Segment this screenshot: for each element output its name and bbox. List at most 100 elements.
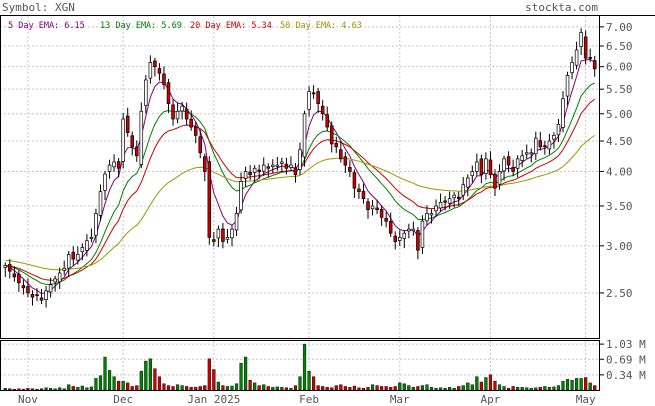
candle-body <box>420 220 425 248</box>
candle-body <box>407 228 411 232</box>
volume-bar <box>21 388 26 391</box>
candle-body <box>579 32 583 47</box>
candle-body <box>416 230 420 251</box>
candle-body <box>488 159 493 176</box>
volume-panel-frame <box>0 340 600 391</box>
volume-bar <box>543 386 547 391</box>
candle-body <box>121 118 125 162</box>
candle-body <box>261 164 266 172</box>
volume-bar <box>565 379 570 391</box>
date-tick-label: Feb <box>299 393 319 406</box>
price-tick-label: 7.00 <box>606 21 633 34</box>
volume-bar <box>243 356 248 391</box>
volume-bar <box>148 358 152 391</box>
candle-body <box>583 36 588 59</box>
volume-bar <box>366 387 370 391</box>
candle-body <box>425 213 429 222</box>
volume-axis: 1.03 M 0.69 M 0.34 M <box>600 338 646 382</box>
candle-body <box>198 136 202 154</box>
candle-body <box>44 290 48 300</box>
volume-bar <box>85 387 89 391</box>
date-tick-label: Dec <box>113 393 133 406</box>
date-tick-label: Nov <box>18 393 38 406</box>
price-tick-label: 4.00 <box>606 165 633 178</box>
candle-body <box>85 240 89 251</box>
candle-body <box>443 200 447 203</box>
volume-bar <box>411 387 415 391</box>
volume-bar <box>307 371 311 391</box>
candle-body <box>216 228 221 239</box>
candlesticks <box>3 28 597 308</box>
candle-body <box>538 140 543 148</box>
volume-bar <box>76 387 80 391</box>
candle-body <box>57 272 62 283</box>
volume-bar <box>3 388 7 391</box>
volume-bar <box>39 388 44 391</box>
candle-body <box>348 166 352 172</box>
candle-body <box>320 105 325 115</box>
volume-bar <box>466 382 470 391</box>
volume-bar <box>370 384 375 391</box>
volume-bar <box>375 385 379 391</box>
candle-body <box>193 126 198 136</box>
candle-body <box>184 108 189 120</box>
volume-bar <box>311 376 316 391</box>
candle-body <box>130 135 134 148</box>
volume-bar <box>289 388 293 391</box>
volume-bar <box>493 380 497 391</box>
volume-bar <box>357 387 361 391</box>
volume-bar <box>529 388 533 391</box>
candle-body <box>153 60 157 68</box>
price-tick-label: 3.00 <box>606 240 633 253</box>
volume-bar <box>484 377 488 391</box>
candle-body <box>556 124 561 136</box>
volume-bar <box>135 385 139 391</box>
candle-body <box>48 284 53 293</box>
volume-bar <box>420 385 425 391</box>
legend: 5 Day EMA: 6.15 13 Day EMA: 5.69 20 Day EM… <box>8 21 362 31</box>
volume-bar <box>402 383 406 391</box>
volume-bar <box>144 360 148 391</box>
candle-body <box>497 171 502 185</box>
volume-bar <box>293 385 298 391</box>
volume-bar <box>153 368 157 391</box>
price-tick-label: 2.50 <box>606 287 633 300</box>
candle-body <box>402 232 407 239</box>
candle-body <box>166 82 171 105</box>
volume-bar <box>330 387 334 391</box>
volume-bar <box>94 378 98 391</box>
candle-body <box>280 161 284 164</box>
volume-bar <box>389 387 393 391</box>
volume-bar <box>443 388 447 391</box>
candle-body <box>12 273 17 278</box>
volume-bar <box>189 387 193 391</box>
volume-bar <box>334 385 338 391</box>
volume-bar <box>107 370 112 391</box>
candle-body <box>515 158 520 169</box>
brand-label: stockta.com <box>525 1 598 14</box>
volume-bar <box>194 387 198 391</box>
candle-body <box>89 236 94 239</box>
volume-bar <box>579 378 583 391</box>
candle-body <box>434 205 438 212</box>
volume-bar <box>58 387 62 391</box>
volume-bar <box>234 383 239 391</box>
volume-bar <box>221 385 225 391</box>
volume-bar <box>516 387 520 391</box>
candle-body <box>475 161 479 172</box>
volume-bar <box>534 387 538 391</box>
candle-body <box>588 57 592 59</box>
candle-body <box>311 92 316 95</box>
volume-bar <box>479 381 483 391</box>
volume-bar <box>570 380 574 391</box>
volume-bar <box>343 386 347 391</box>
candle-body <box>379 208 384 218</box>
candle-body <box>230 228 234 239</box>
candle-body <box>565 75 570 97</box>
volume-bar <box>284 387 289 391</box>
candle-body <box>484 158 488 174</box>
candle-body <box>257 169 261 172</box>
volume-bar <box>126 382 130 391</box>
candle-body <box>429 213 434 216</box>
volume-bar <box>380 386 384 391</box>
